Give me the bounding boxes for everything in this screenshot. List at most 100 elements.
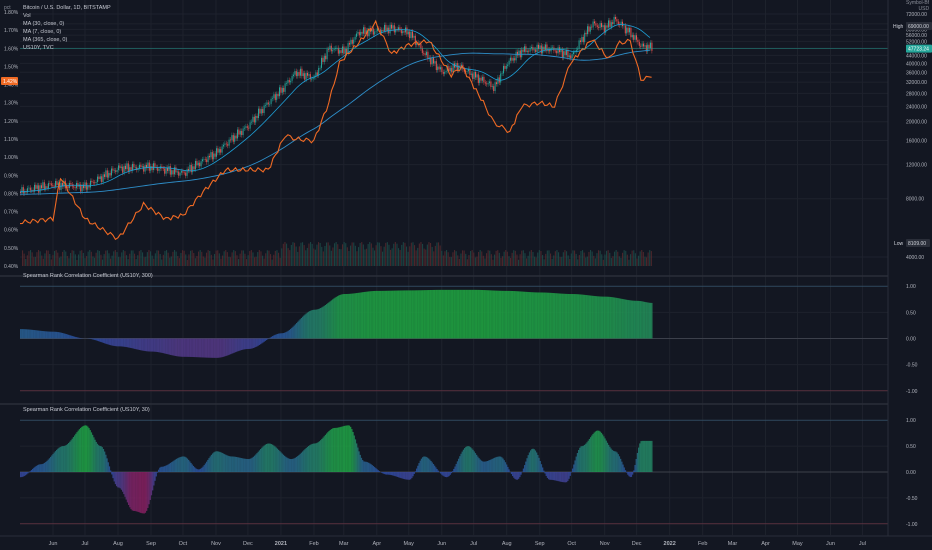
candle-body [360,31,362,36]
corr300-bar [116,338,118,347]
corr300-bar [389,290,391,339]
corr30-bar [474,453,477,472]
corr30-bar [386,472,388,475]
volume-bar [404,242,406,266]
correlation-300-pane[interactable] [20,285,888,392]
volume-bar [84,258,86,266]
correlation-30-pane[interactable] [20,419,888,525]
candle-body [552,47,553,49]
corr300-bar [344,294,346,339]
candle-body [280,87,282,93]
corr30-bar [154,472,156,481]
corr300-bar [449,289,451,339]
corr30-bar [525,461,527,472]
x-tick-label: 2021 [275,541,287,547]
volume-bar [642,252,644,266]
volume-bar [353,242,355,266]
corr300-bar [646,302,648,339]
ma7-legend[interactable]: MA (7, close, 0) [23,29,62,35]
corr30-bar [203,465,205,472]
volume-bar [238,259,240,266]
corr300-bar [131,338,133,349]
candle-body [298,72,300,76]
corr30-bar [291,458,293,472]
corr30-bar [539,460,541,472]
corr30-bar [496,456,498,472]
corr30-bar [435,467,437,472]
corr30-bar [518,472,520,479]
corr30-bar [212,453,214,472]
corr30-bar [320,440,322,472]
corr30-bar [90,432,93,472]
corr30-bar [258,450,261,472]
candle-body [245,126,247,128]
corr30-bar [39,464,41,472]
corr30-bar [531,449,533,472]
candle-body [475,71,476,78]
corr300-bar [162,338,165,354]
yield-tick-label: 1.40% [4,83,19,89]
volume-bar [434,245,436,266]
corr30-bar [282,454,285,472]
corr300-bar [513,291,515,339]
us10y-legend[interactable]: US10Y, TVC [23,45,54,51]
corr300-bar [69,335,71,339]
volume-bar [303,245,305,266]
candle-body [55,181,56,187]
volume-bar [265,253,267,266]
corr300-bar [46,331,48,339]
candle-body [368,28,370,37]
volume-legend[interactable]: Vol [23,13,31,19]
candle-body [592,21,594,28]
corr300-bar [464,289,466,339]
volume-bar [526,258,528,266]
volume-bar [614,251,616,266]
corr30-bar [376,469,378,472]
volume-bar [74,254,76,266]
corr300-bar [269,337,271,339]
corr30-bar [285,456,287,472]
candle-body [403,31,405,33]
corr300-bar [503,290,505,339]
volume-bar [398,248,400,266]
candle-body [237,129,238,139]
corr300-bar [213,338,215,358]
corr30-bar [582,445,585,472]
ma365-legend[interactable]: MA (365, close, 0) [23,37,68,43]
volume-bar [633,250,635,266]
corr300-bar [623,299,625,339]
corr300-bar [566,293,568,339]
corr30-bar [66,444,69,472]
corr30-bar [298,454,300,472]
candle-body [351,39,353,44]
corr30-bar [107,462,109,472]
symbol-title[interactable]: Bitcoin / U.S. Dollar, 1D, BITSTAMP [23,5,111,11]
corr300-bar [251,338,253,349]
volume-bar [454,250,456,266]
candle-body [31,189,33,191]
volume-bar [415,250,417,266]
volume-bar [233,250,235,266]
corr300-bar [556,293,558,339]
candle-body [258,108,259,119]
corr300-bar [390,290,393,339]
corr300-tick-label: 0.50 [906,310,916,316]
indicator-1-title[interactable]: Spearman Rank Correlation Coefficient (U… [23,273,153,279]
corr30-bar [503,460,505,472]
corr300-bar [153,338,155,352]
ma30-legend[interactable]: MA (30, close, 0) [23,21,65,27]
candle-body [543,46,545,50]
corr300-bar [549,292,551,339]
volume-bar [596,253,598,266]
corr300-bar [311,310,313,339]
volume-bar [226,252,228,266]
volume-bar [593,255,595,266]
candle-body [637,39,639,42]
yield-tick-label: 1.50% [4,64,19,70]
corr300-bar [294,324,297,339]
corr300-bar [320,308,322,339]
price-pane[interactable] [19,14,888,266]
corr300-bar [604,296,606,339]
indicator-2-title[interactable]: Spearman Rank Correlation Coefficient (U… [23,407,150,413]
